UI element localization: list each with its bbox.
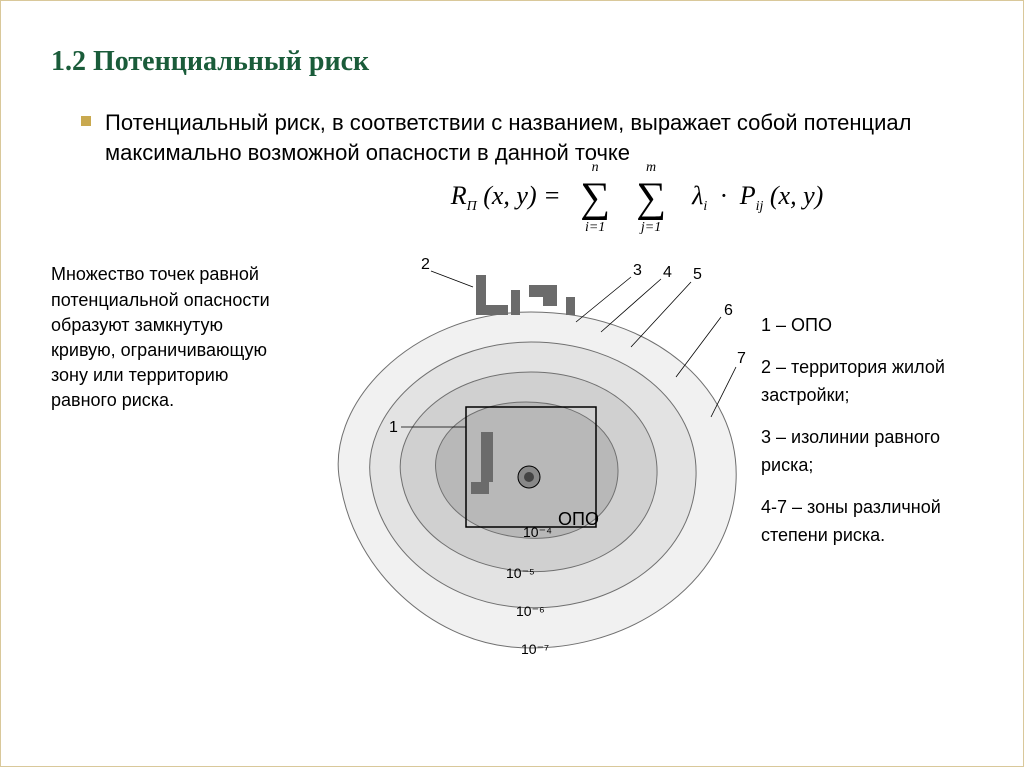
formula-P-sub: ij [756,200,764,215]
iso-label-5: 10⁻⁵ [506,565,535,581]
left-caption: Множество точек равной потенциальной опа… [51,257,281,413]
svg-text:1: 1 [389,419,398,436]
svg-text:3: 3 [633,262,642,279]
sum1-lower: i=1 [585,221,605,235]
slide-title: 1.2 Потенциальный риск [51,46,983,78]
bullet-text: Потенциальный риск, в соответствии с наз… [105,108,941,167]
opo-center-dot-inner [524,472,534,482]
svg-text:2: 2 [421,257,430,273]
opo-label: ОПО [558,509,599,529]
formula-dot: · [720,181,727,210]
opo-building-2 [471,482,489,494]
residential-buildings [476,275,575,315]
sum2-lower: j=1 [641,221,661,235]
bullet-block: Потенциальный риск, в соответствии с наз… [81,108,941,167]
legend-1: 1 – ОПО [761,312,961,340]
opo-building-1 [481,432,493,482]
sum-2: ∑ m j=1 [636,177,666,219]
legend: 1 – ОПО 2 – территория жилой застройки; … [761,257,961,563]
svg-text:4: 4 [663,264,672,281]
formula-P: P [740,181,756,210]
bullet-icon [81,116,91,126]
formula-lambda: λ [692,181,703,210]
sum2-upper: m [646,161,656,175]
svg-text:6: 6 [724,302,733,319]
svg-text:5: 5 [693,266,702,283]
formula-lhs-args: (x, y) = [483,181,560,210]
formula: RП (x, y) = ∑ n i=1 ∑ m j=1 λi · Pij (x,… [291,177,983,247]
risk-diagram: ОПО 10⁻⁴ 10⁻⁵ 10⁻⁶ 10⁻⁷ [281,257,761,692]
formula-rhs-args: (x, y) [770,181,823,210]
formula-lambda-sub: i [703,200,707,215]
legend-2: 2 – территория жилой застройки; [761,354,961,410]
svg-text:7: 7 [737,350,746,367]
sum-1: ∑ n i=1 [580,177,610,219]
sum1-upper: n [592,161,599,175]
legend-3: 3 – изолинии равного риска; [761,424,961,480]
iso-label-6: 10⁻⁶ [516,603,545,619]
formula-R-sub: П [467,200,477,215]
legend-4: 4-7 – зоны различной степени риска. [761,494,961,550]
iso-label-4: 10⁻⁴ [523,524,552,540]
iso-label-7: 10⁻⁷ [521,641,549,657]
formula-R: R [451,181,467,210]
